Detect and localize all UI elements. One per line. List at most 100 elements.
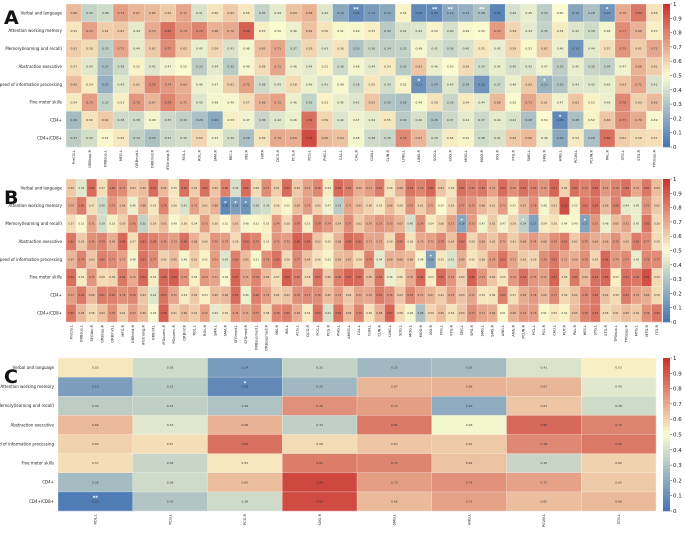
heatmap-cell <box>292 196 303 215</box>
heatmap-cell <box>250 304 262 323</box>
colorbar-segment <box>663 453 670 458</box>
cell-value-label: 0.41 <box>400 29 407 33</box>
cell-value-label: 0.74 <box>510 275 516 279</box>
cell-value-label: 0.19 <box>212 118 219 122</box>
cell-value-label: 0.58 <box>397 204 403 208</box>
cell-value-label: 0.64 <box>466 461 473 465</box>
significance-marker: * <box>543 79 546 85</box>
heatmap-cell <box>199 304 211 323</box>
heatmap-cell <box>332 39 349 58</box>
cell-value-label: 0.08 <box>557 118 564 122</box>
cell-value-label: 0.70 <box>68 204 74 208</box>
cell-value-label: 0.34 <box>384 47 391 51</box>
colorbar-segment <box>663 499 670 504</box>
cell-value-label: 0.70 <box>633 186 639 190</box>
heatmap-cell <box>497 232 509 251</box>
cell-value-label: 0.82 <box>377 275 383 279</box>
colorbar-segment <box>663 111 670 116</box>
cell-value-label: 0.77 <box>263 186 269 190</box>
cell-value-label: 0.57 <box>92 461 99 465</box>
heatmap-cell <box>384 286 396 305</box>
heatmap-cell <box>127 179 139 198</box>
heatmap-cell <box>435 268 447 287</box>
row-label: Attention working memory <box>8 203 62 208</box>
heatmap-cell <box>86 196 98 215</box>
heatmap-cell <box>230 286 241 305</box>
cell-value-label: 0.75 <box>89 275 95 279</box>
cell-value-label: 0.65 <box>161 222 167 226</box>
cell-value-label: 0.84 <box>623 186 629 190</box>
cell-value-label: 0.28 <box>196 118 203 122</box>
cell-value-label: 0.28 <box>478 11 485 15</box>
heatmap-cell <box>646 93 663 112</box>
column-label: CAU.L <box>552 325 556 336</box>
cell-value-label: 0.49 <box>243 65 250 69</box>
cell-value-label: 0.85 <box>89 186 95 190</box>
heatmap-cell <box>489 21 506 40</box>
heatmap-cell <box>552 39 569 58</box>
heatmap-cell <box>207 491 283 512</box>
cell-value-label: 0.06 <box>494 11 501 15</box>
cell-value-label: 0.74 <box>180 29 187 33</box>
heatmap-cell <box>425 232 437 251</box>
cell-value-label: 0.61 <box>102 29 109 33</box>
cell-value-label: 0.80 <box>613 204 619 208</box>
colorbar-tick-label: 0.9 <box>673 371 682 377</box>
cell-value-label: 0.54 <box>181 293 187 297</box>
cell-value-label: 0.82 <box>635 11 642 15</box>
heatmap-cell <box>630 57 647 76</box>
cell-value-label: 0.58 <box>613 293 619 297</box>
heatmap-cell <box>473 129 490 148</box>
heatmap-cell <box>209 196 221 215</box>
row-label: CD4+/CD8+ <box>37 135 62 140</box>
heatmap-cell <box>364 39 380 58</box>
heatmap-cell <box>579 286 591 305</box>
heatmap-cell <box>144 111 161 130</box>
colorbar-segment <box>663 139 670 144</box>
heatmap-cell <box>415 250 426 269</box>
cell-value-label: 0.60 <box>479 257 485 261</box>
heatmap-cell <box>209 250 221 269</box>
column-label: PHG.L <box>323 150 327 161</box>
heatmap-cell <box>144 129 161 148</box>
cell-value-label: 0.61 <box>192 257 198 261</box>
cell-value-label: 0.48 <box>243 47 250 51</box>
heatmap-cell <box>127 232 139 251</box>
heatmap-cell <box>107 250 118 269</box>
heatmap-cell <box>394 179 406 198</box>
heatmap-cell <box>271 179 282 198</box>
colorbar-tick-label: 1 <box>673 2 677 8</box>
heatmap-cell <box>199 179 211 198</box>
heatmap-cell <box>207 75 224 94</box>
heatmap-cell <box>175 93 192 112</box>
heatmap-cell <box>343 268 354 287</box>
cell-value-label: 0.41 <box>510 118 517 122</box>
cell-value-label: 0.75 <box>133 100 140 104</box>
heatmap-cell <box>333 179 344 198</box>
significance-marker: * <box>244 381 247 387</box>
cell-value-label: 0.84 <box>181 239 187 243</box>
heatmap-cell <box>559 250 570 269</box>
heatmap-cell <box>569 268 580 287</box>
heatmap-cell <box>254 57 271 76</box>
heatmap-cell <box>489 57 506 76</box>
column-label: INS.R <box>275 325 279 335</box>
cell-value-label: 0.65 <box>325 293 331 297</box>
heatmap-cell <box>600 250 611 269</box>
cell-value-label: 0.74 <box>202 275 208 279</box>
heatmap-cell <box>569 304 580 323</box>
cell-value-label: 0.49 <box>572 222 578 226</box>
cell-value-label: 0.63 <box>459 311 465 315</box>
heatmap-cell <box>411 21 427 40</box>
row-label: Fine motor skills <box>30 100 62 105</box>
heatmap-cell <box>374 268 385 287</box>
cell-value-label: 0.56 <box>315 257 321 261</box>
cell-value-label: 0.47 <box>243 118 250 122</box>
column-label: PCL.R <box>542 325 546 336</box>
cell-value-label: 0.76 <box>130 222 136 226</box>
colorbar-segment <box>663 434 670 439</box>
cell-value-label: 0.65 <box>623 239 629 243</box>
cell-value-label: 0.40 <box>510 65 517 69</box>
heatmap-cell <box>614 57 631 76</box>
cell-value-label: 0.84 <box>165 29 172 33</box>
